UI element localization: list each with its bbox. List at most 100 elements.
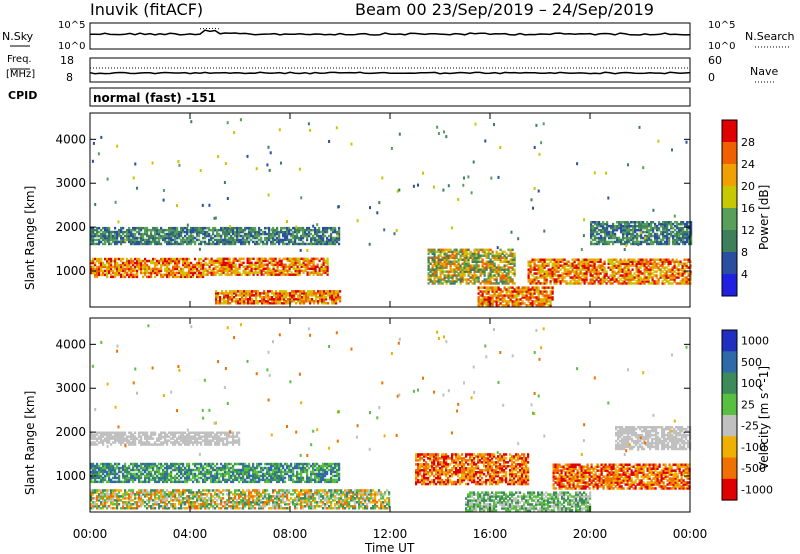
heatmap-cell <box>535 300 538 303</box>
heatmap-cell <box>140 234 143 238</box>
heatmap-cell <box>281 296 284 299</box>
heatmap-cell <box>477 298 480 301</box>
heatmap-cell <box>236 232 239 236</box>
heatmap-cell <box>483 290 486 293</box>
heatmap-cell <box>150 464 153 468</box>
heatmap-cell <box>596 242 599 246</box>
heatmap-cell <box>100 234 103 238</box>
heatmap-cell <box>551 272 554 275</box>
nsky-label: N.Sky <box>2 30 34 43</box>
heatmap-cell <box>162 198 165 202</box>
heatmap-cell <box>455 268 458 271</box>
heatmap-cell <box>622 224 625 228</box>
heatmap-cell <box>608 230 611 234</box>
heatmap-cell <box>192 267 195 271</box>
heatmap-cell <box>611 270 614 273</box>
heatmap-cell <box>465 248 468 252</box>
heatmap-cell <box>647 280 650 283</box>
heatmap-cell <box>311 294 314 297</box>
heatmap-cell <box>559 260 562 263</box>
heatmap-cell <box>126 470 129 474</box>
heatmap-cell <box>537 270 540 273</box>
heatmap-cell <box>212 240 215 244</box>
heatmap-cell <box>120 238 123 242</box>
heatmap-cell <box>445 252 448 256</box>
heatmap-cell <box>146 468 149 472</box>
heatmap-cell <box>437 266 440 269</box>
heatmap-cell <box>283 292 286 295</box>
heatmap-cell <box>174 236 177 240</box>
heatmap-cell <box>543 280 546 283</box>
heatmap-cell <box>170 273 173 277</box>
heatmap-cell <box>120 236 123 240</box>
heatmap-cell <box>660 238 663 242</box>
heatmap-cell <box>214 271 217 274</box>
heatmap-cell <box>234 234 237 238</box>
heatmap-cell <box>605 171 608 175</box>
heatmap-cell <box>282 273 285 276</box>
heatmap-cell <box>505 302 508 305</box>
heatmap-cell <box>467 266 470 269</box>
heatmap-cell <box>493 290 496 293</box>
heatmap-cell <box>459 270 462 273</box>
heatmap-cell <box>503 300 506 303</box>
heatmap-cell <box>549 292 552 295</box>
heatmap-cell <box>653 270 656 273</box>
heatmap-cell <box>94 271 97 275</box>
heatmap-cell <box>204 230 207 234</box>
heatmap-cell <box>539 260 542 263</box>
heatmap-cell <box>644 240 647 244</box>
heatmap-cell <box>154 271 157 275</box>
heatmap-cell <box>158 228 161 232</box>
heatmap-cell <box>114 472 117 476</box>
heatmap-cell <box>166 265 169 269</box>
heatmap-cell <box>98 474 101 478</box>
heatmap-cell <box>561 266 564 269</box>
heatmap-cell <box>94 232 97 236</box>
heatmap-cell <box>541 282 544 285</box>
heatmap-cell <box>219 300 222 303</box>
heatmap-cell <box>182 259 185 263</box>
heatmap-cell <box>339 300 342 303</box>
heatmap-cell <box>543 272 546 275</box>
heatmap-cell <box>646 238 649 242</box>
heatmap-cell <box>683 270 686 273</box>
heatmap-cell <box>94 263 97 267</box>
heatmap-cell <box>673 270 676 273</box>
heatmap-cell <box>248 257 251 261</box>
heatmap-cell <box>160 472 163 476</box>
heatmap-cell <box>217 292 220 295</box>
heatmap-cell <box>433 280 436 283</box>
heatmap-cell <box>217 302 220 305</box>
heatmap-cell <box>273 300 276 303</box>
heatmap-cell <box>314 257 317 261</box>
heatmap-cell <box>258 265 261 268</box>
heatmap-cell <box>473 268 476 271</box>
heatmap-cell <box>319 290 322 293</box>
heatmap-cell <box>553 280 556 283</box>
heatmap-cell <box>196 468 199 472</box>
heatmap-cell <box>596 224 599 228</box>
heatmap-cell <box>675 258 678 261</box>
heatmap-cell <box>437 262 440 265</box>
heatmap-cell <box>685 264 688 267</box>
heatmap-cell <box>666 224 669 228</box>
heatmap-cell <box>601 276 604 279</box>
heatmap-cell <box>122 257 125 261</box>
heatmap-cell <box>331 292 334 295</box>
heatmap-cell <box>537 298 540 301</box>
heatmap-cell <box>669 276 672 279</box>
heatmap-cell <box>96 259 99 263</box>
heatmap-cell <box>625 282 628 285</box>
heatmap-cell <box>614 226 617 230</box>
heatmap-cell <box>497 298 500 301</box>
heatmap-cell <box>258 230 261 234</box>
heatmap-cell <box>523 296 526 299</box>
heatmap-cell <box>332 242 335 246</box>
heatmap-cell <box>555 258 558 261</box>
heatmap-cell <box>130 275 133 279</box>
heatmap-cell <box>150 271 153 275</box>
heatmap-cell <box>134 267 137 271</box>
heatmap-cell <box>244 226 247 230</box>
heatmap-cell <box>675 260 678 263</box>
